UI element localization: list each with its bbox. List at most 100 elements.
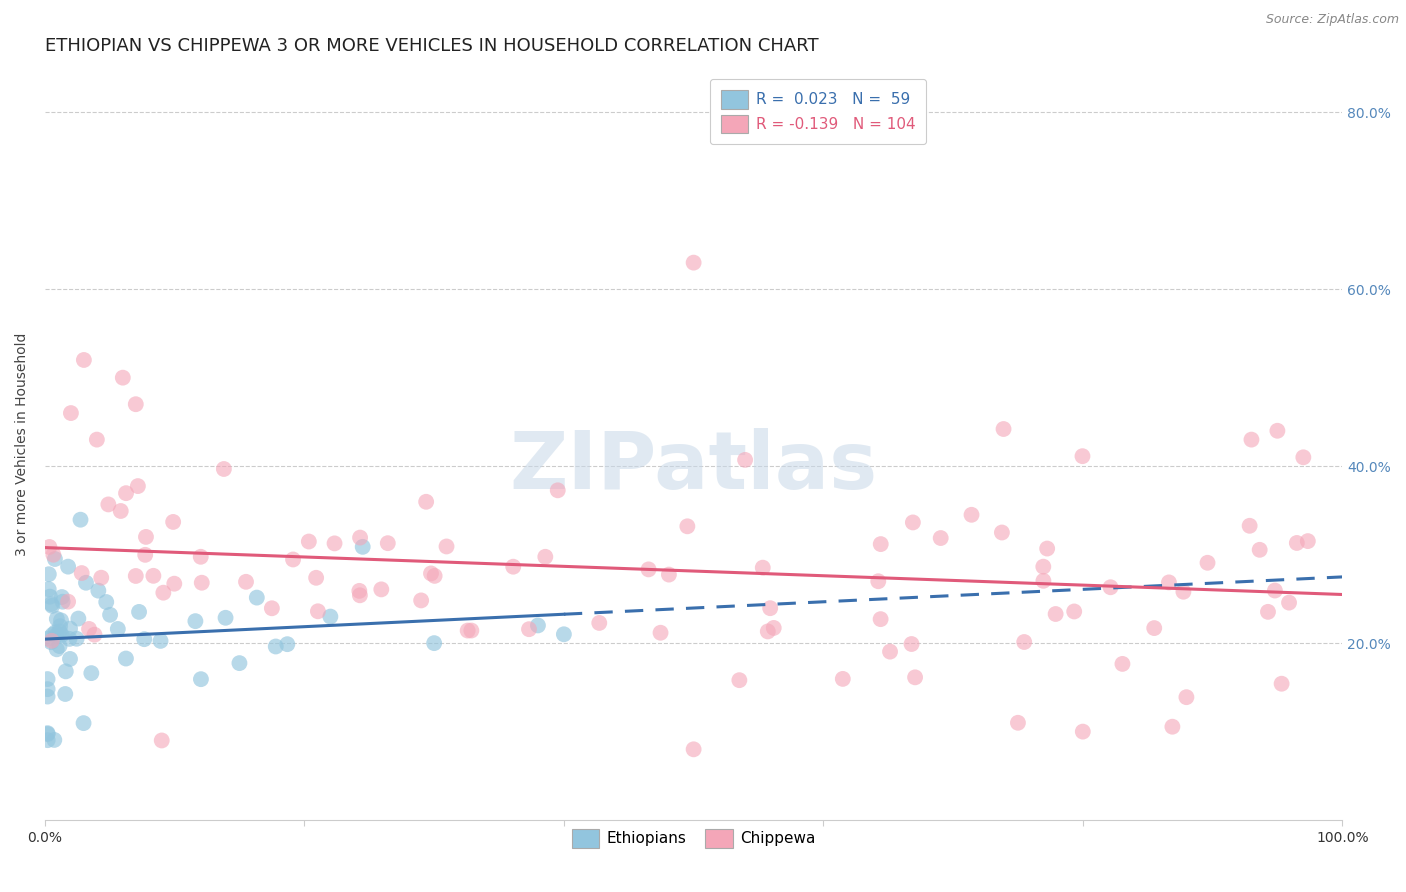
Chippewa xyxy=(1197,556,1219,570)
Ethiopians xyxy=(51,628,73,642)
Chippewa xyxy=(869,537,891,551)
Chippewa xyxy=(1099,580,1122,594)
Chippewa xyxy=(115,486,138,500)
Chippewa xyxy=(349,531,371,545)
Ethiopians xyxy=(37,690,59,704)
Ethiopians xyxy=(37,726,59,740)
Ethiopians xyxy=(80,666,103,681)
Chippewa xyxy=(349,588,371,602)
Ethiopians xyxy=(115,651,138,665)
Text: Source: ZipAtlas.com: Source: ZipAtlas.com xyxy=(1265,13,1399,27)
Chippewa xyxy=(142,569,165,583)
Ethiopians xyxy=(44,625,66,640)
Chippewa xyxy=(752,560,775,574)
Ethiopians xyxy=(423,636,446,650)
Chippewa xyxy=(97,497,120,511)
Chippewa xyxy=(56,594,79,608)
Ethiopians xyxy=(59,622,82,636)
Chippewa xyxy=(260,601,283,615)
Ethiopians xyxy=(69,513,91,527)
Chippewa xyxy=(676,519,699,533)
Chippewa xyxy=(831,672,853,686)
Ethiopians xyxy=(75,575,97,590)
Ethiopians xyxy=(264,640,287,654)
Chippewa xyxy=(411,593,433,607)
Chippewa xyxy=(134,548,156,562)
Ethiopians xyxy=(48,639,70,653)
Chippewa xyxy=(756,624,779,639)
Ethiopians xyxy=(45,612,67,626)
Ethiopians xyxy=(44,733,66,747)
Chippewa xyxy=(759,601,782,615)
Chippewa xyxy=(762,621,785,635)
Ethiopians xyxy=(246,591,269,605)
Ethiopians xyxy=(134,632,156,647)
Chippewa xyxy=(1173,584,1195,599)
Ethiopians xyxy=(39,635,62,649)
Chippewa xyxy=(90,571,112,585)
Chippewa xyxy=(457,624,479,638)
Chippewa xyxy=(1264,583,1286,598)
Ethiopians xyxy=(553,627,575,641)
Chippewa xyxy=(1071,449,1094,463)
Chippewa xyxy=(1071,724,1094,739)
Chippewa xyxy=(307,604,329,618)
Chippewa xyxy=(135,530,157,544)
Chippewa xyxy=(929,531,952,545)
Chippewa xyxy=(1143,621,1166,635)
Chippewa xyxy=(960,508,983,522)
Chippewa xyxy=(869,612,891,626)
Chippewa xyxy=(993,422,1015,436)
Chippewa xyxy=(1032,574,1054,588)
Ethiopians xyxy=(190,672,212,686)
Chippewa xyxy=(1271,676,1294,690)
Chippewa xyxy=(502,559,524,574)
Chippewa xyxy=(1249,542,1271,557)
Ethiopians xyxy=(37,733,59,747)
Chippewa xyxy=(152,585,174,599)
Chippewa xyxy=(1036,541,1059,556)
Chippewa xyxy=(682,255,704,269)
Chippewa xyxy=(127,479,149,493)
Chippewa xyxy=(900,637,922,651)
Chippewa xyxy=(682,742,704,756)
Chippewa xyxy=(637,562,659,576)
Ethiopians xyxy=(96,595,118,609)
Ethiopians xyxy=(53,687,76,701)
Chippewa xyxy=(83,628,105,642)
Ethiopians xyxy=(214,611,236,625)
Chippewa xyxy=(70,566,93,580)
Ethiopians xyxy=(149,634,172,648)
Chippewa xyxy=(150,733,173,747)
Chippewa xyxy=(86,433,108,447)
Chippewa xyxy=(59,406,82,420)
Chippewa xyxy=(901,516,924,530)
Chippewa xyxy=(547,483,569,498)
Chippewa xyxy=(1292,450,1315,465)
Ethiopians xyxy=(65,632,87,646)
Ethiopians xyxy=(51,590,73,604)
Chippewa xyxy=(1007,715,1029,730)
Chippewa xyxy=(163,576,186,591)
Ethiopians xyxy=(67,611,90,625)
Chippewa xyxy=(1045,607,1067,621)
Chippewa xyxy=(323,536,346,550)
Chippewa xyxy=(73,353,96,368)
Chippewa xyxy=(190,549,212,564)
Chippewa xyxy=(415,495,437,509)
Ethiopians xyxy=(87,583,110,598)
Chippewa xyxy=(1296,534,1319,549)
Ethiopians xyxy=(37,727,59,741)
Ethiopians xyxy=(37,682,59,697)
Chippewa xyxy=(658,567,681,582)
Text: ZIPatlas: ZIPatlas xyxy=(509,427,877,506)
Ethiopians xyxy=(184,614,207,628)
Ethiopians xyxy=(48,624,70,639)
Chippewa xyxy=(38,540,60,554)
Ethiopians xyxy=(41,597,63,611)
Ethiopians xyxy=(58,632,80,646)
Chippewa xyxy=(162,515,184,529)
Chippewa xyxy=(212,462,235,476)
Ethiopians xyxy=(49,619,72,633)
Chippewa xyxy=(420,566,443,581)
